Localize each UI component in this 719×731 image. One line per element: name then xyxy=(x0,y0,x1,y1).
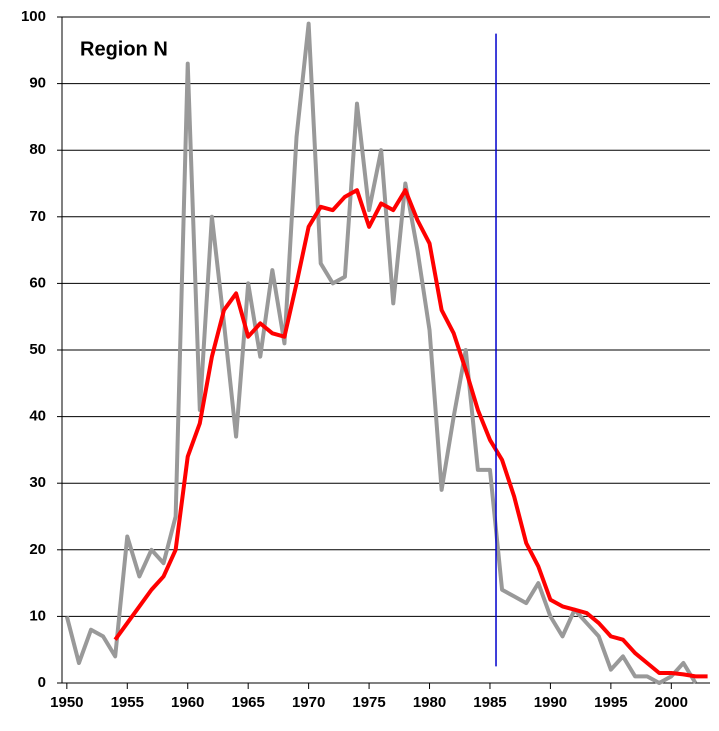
x-tick-label: 1975 xyxy=(352,694,385,711)
x-tick-label: 1965 xyxy=(231,694,264,711)
x-tick-label: 1960 xyxy=(171,694,204,711)
y-tick-label: 60 xyxy=(29,274,46,291)
series-line xyxy=(113,188,708,679)
x-tick-label: 1980 xyxy=(413,694,446,711)
x-tick-label: 1950 xyxy=(50,694,83,711)
y-tick-label: 70 xyxy=(29,208,46,225)
x-tick-label: 1970 xyxy=(292,694,325,711)
series-line xyxy=(64,21,698,685)
x-tick-label: 1990 xyxy=(534,694,567,711)
y-tick-label: 20 xyxy=(29,541,46,558)
annotation: Region N xyxy=(80,38,168,60)
y-tick-label: 50 xyxy=(29,341,46,358)
y-tick-label: 80 xyxy=(29,141,46,158)
x-tick-label: 1985 xyxy=(473,694,506,711)
y-tick-label: 90 xyxy=(29,75,46,92)
y-tick-label: 100 xyxy=(21,8,46,25)
x-tick-label: 1955 xyxy=(111,694,144,711)
y-tick-label: 40 xyxy=(29,408,46,425)
y-tick-label: 0 xyxy=(38,674,46,691)
x-tick-label: 2000 xyxy=(655,694,688,711)
y-tick-label: 30 xyxy=(29,474,46,491)
y-tick-label: 10 xyxy=(29,607,46,624)
x-tick-label: 1995 xyxy=(594,694,627,711)
